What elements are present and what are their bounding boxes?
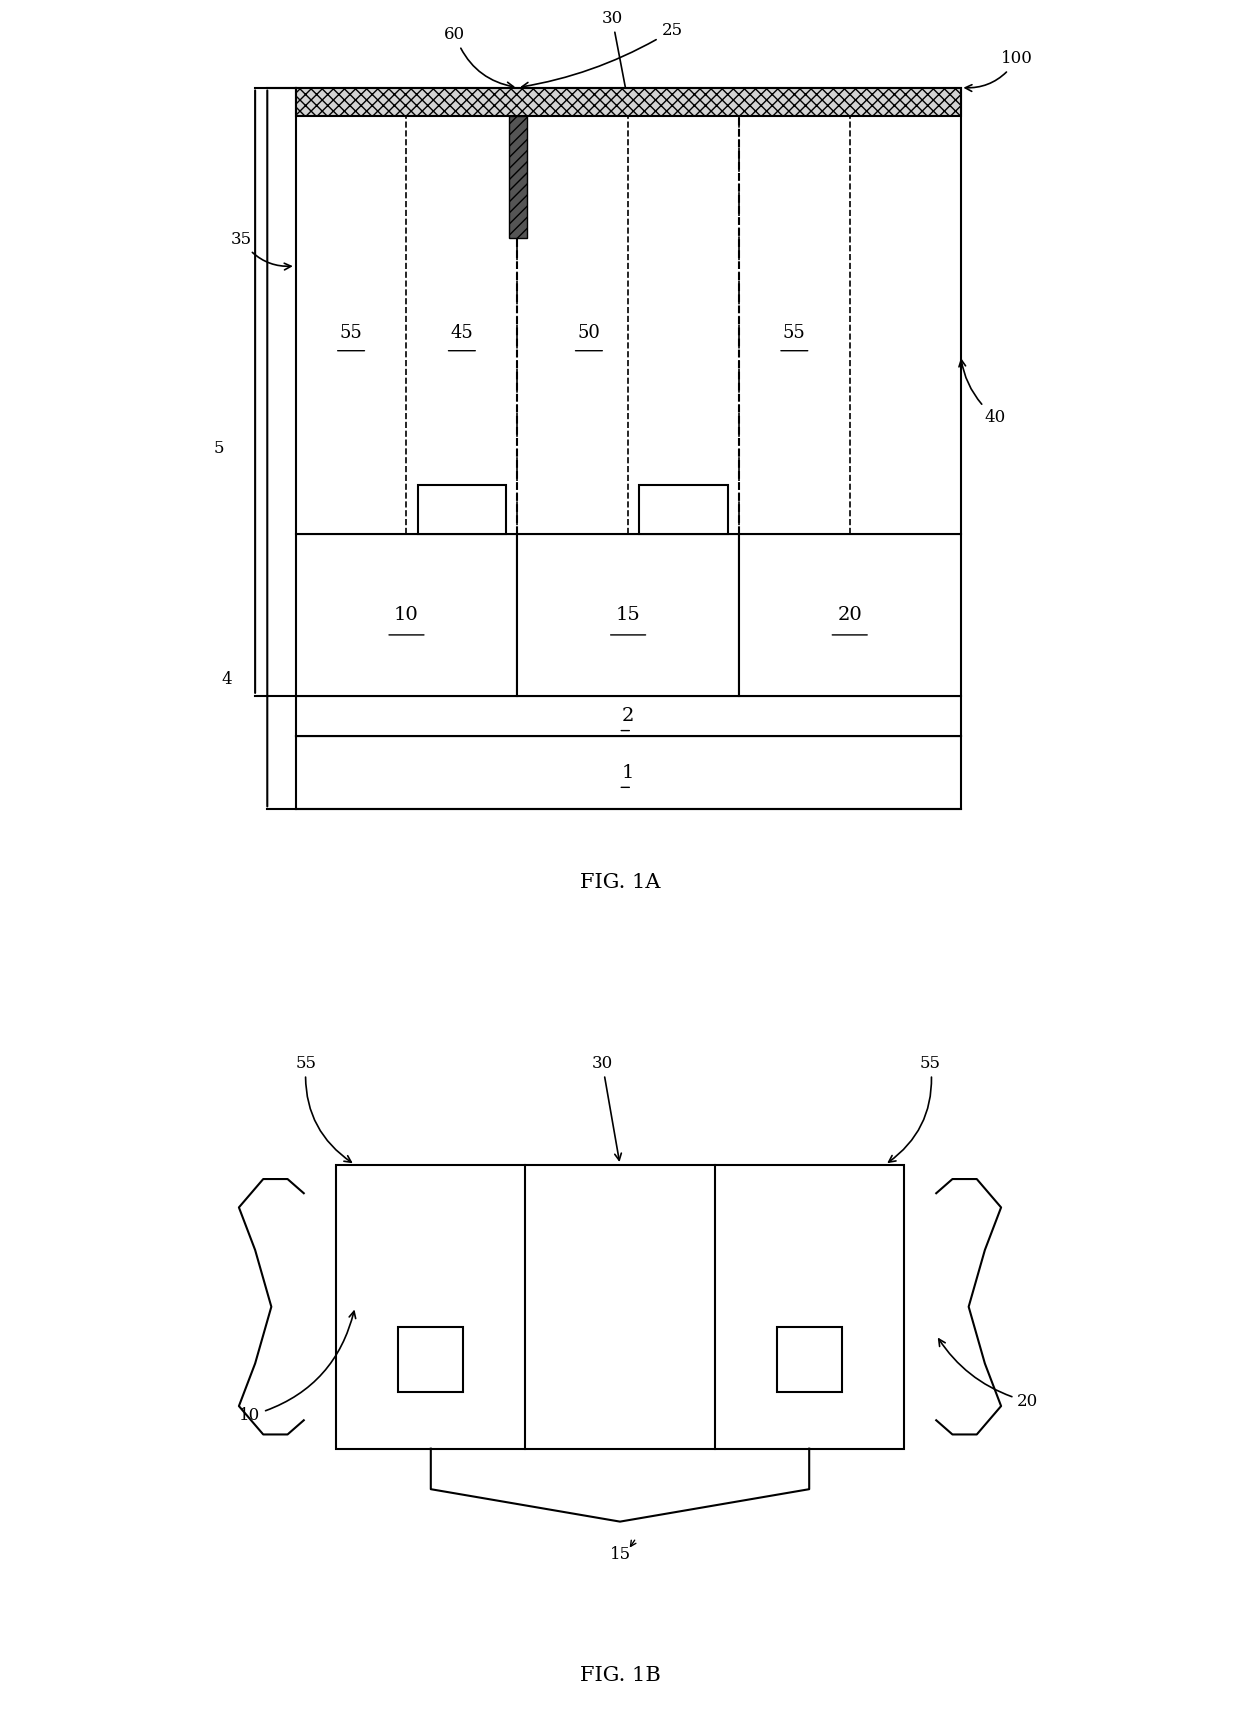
Text: 30: 30 xyxy=(591,1054,621,1161)
Text: 10: 10 xyxy=(239,1310,356,1424)
Text: 55: 55 xyxy=(340,324,362,343)
Text: 5: 5 xyxy=(213,439,224,456)
Text: 15: 15 xyxy=(616,606,641,623)
Text: 40: 40 xyxy=(959,360,1006,425)
FancyBboxPatch shape xyxy=(295,696,961,737)
FancyBboxPatch shape xyxy=(295,88,961,115)
Text: 25: 25 xyxy=(522,22,682,90)
Text: 50: 50 xyxy=(578,324,600,343)
Text: 4: 4 xyxy=(222,672,232,689)
Text: FIG. 1A: FIG. 1A xyxy=(580,873,660,892)
Text: 60: 60 xyxy=(444,26,513,90)
FancyBboxPatch shape xyxy=(418,486,506,534)
FancyBboxPatch shape xyxy=(295,88,961,534)
Text: 55: 55 xyxy=(889,1054,941,1162)
FancyBboxPatch shape xyxy=(510,115,527,238)
Text: 100: 100 xyxy=(965,50,1033,91)
Text: 20: 20 xyxy=(939,1340,1039,1410)
Text: 35: 35 xyxy=(231,231,291,270)
Text: 55: 55 xyxy=(782,324,806,343)
FancyBboxPatch shape xyxy=(295,534,517,696)
Text: 1: 1 xyxy=(622,765,635,782)
FancyBboxPatch shape xyxy=(776,1328,842,1391)
Text: FIG. 1B: FIG. 1B xyxy=(579,1667,661,1686)
Text: 2: 2 xyxy=(622,708,635,725)
FancyBboxPatch shape xyxy=(295,737,961,809)
Text: 15: 15 xyxy=(609,1546,631,1562)
Text: 20: 20 xyxy=(837,606,862,623)
FancyBboxPatch shape xyxy=(336,1164,904,1448)
FancyBboxPatch shape xyxy=(398,1328,464,1391)
Text: 30: 30 xyxy=(601,10,629,96)
Text: 45: 45 xyxy=(450,324,474,343)
FancyBboxPatch shape xyxy=(639,486,728,534)
Text: 10: 10 xyxy=(394,606,419,623)
Text: 55: 55 xyxy=(295,1054,351,1162)
FancyBboxPatch shape xyxy=(517,534,739,696)
FancyBboxPatch shape xyxy=(739,534,961,696)
